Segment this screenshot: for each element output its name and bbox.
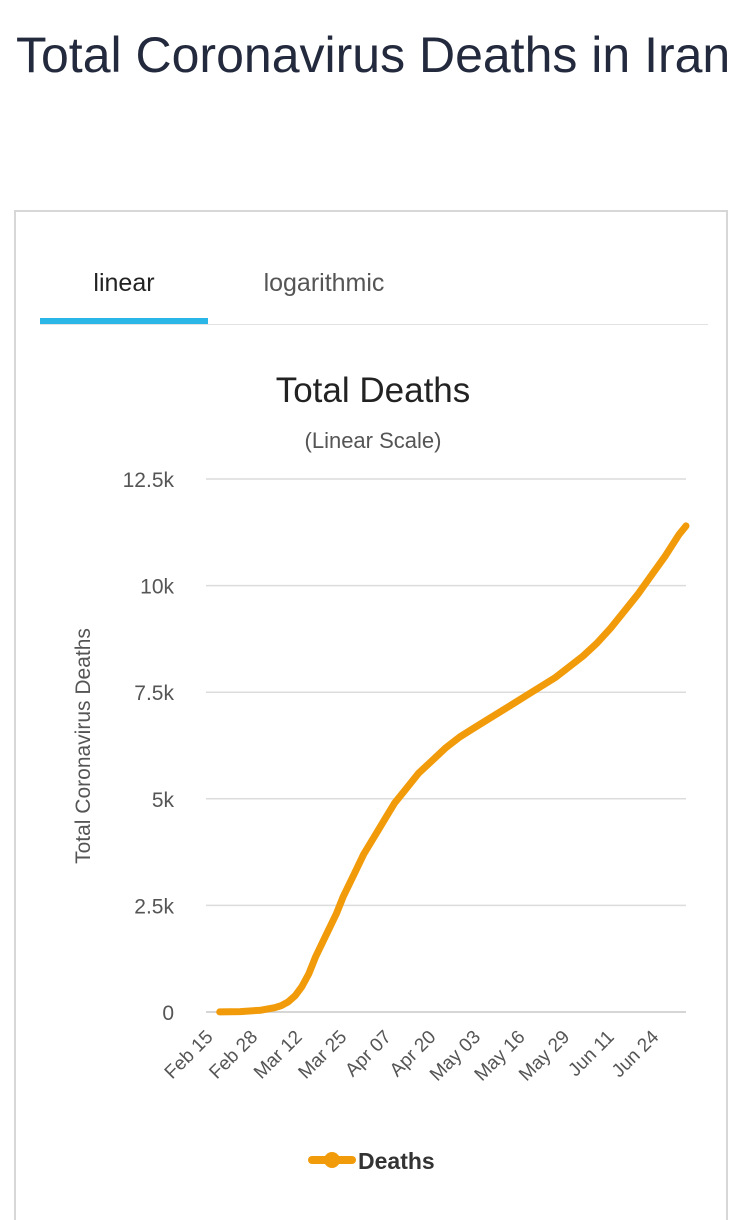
y-tick-label: 5k (152, 789, 175, 812)
y-tick-label: 10k (140, 576, 174, 599)
series-line-deaths[interactable] (216, 522, 690, 1016)
tab-logarithmic[interactable]: logarithmic (263, 269, 385, 297)
chart-card: linear logarithmic Total Deaths (Linear … (14, 210, 728, 1220)
x-tick-label: Feb 15 (161, 1027, 218, 1084)
legend-label-deaths[interactable]: Deaths (358, 1148, 435, 1174)
chart-subtitle: (Linear Scale) (305, 428, 442, 453)
y-tick-label: 12.5k (123, 469, 175, 492)
y-tick-label: 0 (162, 1002, 174, 1025)
x-tick-label: Feb 28 (205, 1027, 262, 1084)
y-tick-label: 2.5k (134, 895, 174, 918)
scale-tabs: linear logarithmic (40, 252, 708, 325)
x-tick-label: Jun 11 (564, 1027, 618, 1081)
legend-symbol-marker (324, 1152, 340, 1168)
y-axis-label: Total Coronavirus Deaths (72, 628, 95, 864)
x-tick-label: Apr 07 (341, 1027, 395, 1081)
page-title: Total Coronavirus Deaths in Iran (16, 27, 731, 83)
chart-title: Total Deaths (276, 371, 471, 410)
active-tab-indicator (40, 318, 208, 324)
tab-linear[interactable]: linear (93, 269, 155, 297)
x-tick-label: Mar 25 (295, 1027, 352, 1084)
x-tick-label: Jun 24 (608, 1026, 663, 1081)
y-tick-label: 7.5k (134, 682, 174, 705)
x-tick-label: Mar 12 (250, 1027, 307, 1084)
deaths-chart: Total Deaths (Linear Scale) Total Corona… (72, 371, 690, 1174)
x-tick-label: May 29 (515, 1027, 574, 1086)
